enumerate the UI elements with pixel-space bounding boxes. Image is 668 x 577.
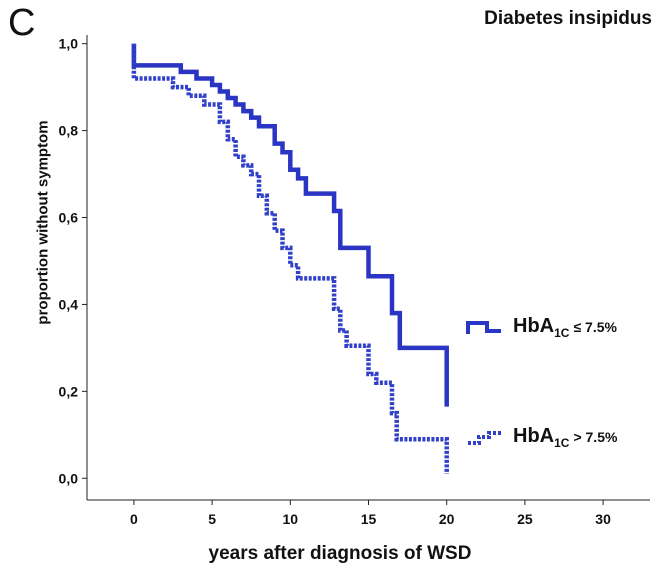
x-tick-label: 5 — [208, 511, 216, 527]
legend-item-high: HbA1C > 7.5% — [465, 422, 617, 452]
x-tick-label: 30 — [595, 511, 611, 527]
axes: 0 5 10 15 20 25 30 0,0 0,2 0,4 0,6 0,8 1,0 — [59, 35, 650, 527]
legend-label-low: HbA1C ≤ 7.5% — [513, 314, 617, 340]
x-axis-label: years after diagnosis of WSD — [208, 543, 472, 564]
y-tick-label: 0,2 — [59, 383, 79, 399]
legend-swatch-dashed — [468, 431, 501, 445]
y-tick-label: 0,4 — [59, 296, 79, 312]
series-line-low-hba1c — [131, 43, 449, 407]
series-line-high-hba1c — [131, 43, 449, 474]
x-tick-label: 0 — [130, 511, 138, 527]
panel-letter: C — [8, 2, 36, 44]
y-tick-label: 1,0 — [59, 36, 79, 52]
y-tick-label: 0,0 — [59, 470, 79, 486]
chart-title: Diabetes insipidus — [484, 8, 652, 29]
x-tick-label: 15 — [361, 511, 377, 527]
legend-item-low: HbA1C ≤ 7.5% — [465, 312, 617, 342]
legend-label-high: HbA1C > 7.5% — [513, 424, 618, 450]
y-tick-label: 0,6 — [59, 210, 79, 226]
series-layer — [131, 43, 449, 474]
legend-swatch-solid — [466, 321, 501, 334]
x-tick-label: 20 — [439, 511, 455, 527]
y-tick-label: 0,8 — [59, 123, 79, 139]
x-tick-label: 25 — [517, 511, 533, 527]
x-tick-label: 10 — [283, 511, 299, 527]
